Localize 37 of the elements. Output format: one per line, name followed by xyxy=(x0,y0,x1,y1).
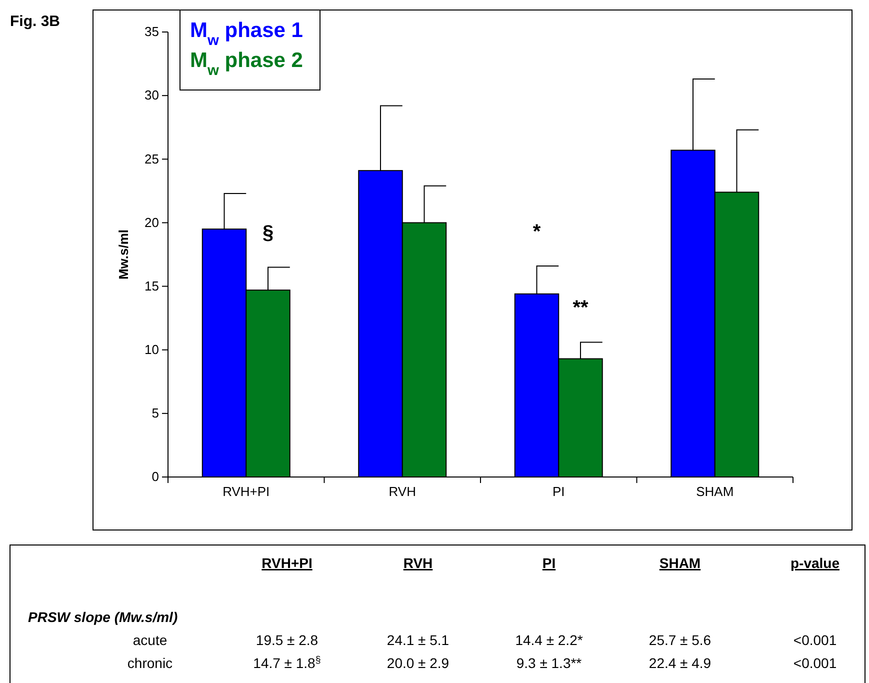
data-label: 25.7 ± 5.6 xyxy=(648,632,712,648)
category-label: SHAM xyxy=(659,555,701,571)
data-label: 14.7 ± 1.8$^{§}$ xyxy=(253,654,321,671)
data-label: 22.4 ± 4.9 xyxy=(648,655,712,671)
text: acute xyxy=(132,632,168,648)
text: PRSW slope (Mw.s/ml) xyxy=(28,609,178,625)
y-axis-title: Mw.s/ml xyxy=(116,229,131,280)
x-tick-label: RVH xyxy=(388,484,416,500)
y-tick-label: 25 xyxy=(144,151,159,166)
text: p-value xyxy=(790,555,840,571)
data-label: 24.1 ± 5.1 xyxy=(386,632,450,648)
text: <0.001 xyxy=(793,655,837,671)
text: chronic xyxy=(127,655,173,671)
data-label: 19.5 ± 2.8 xyxy=(256,632,318,648)
y-tick-label: 15 xyxy=(144,278,159,294)
y-tick-label: 20 xyxy=(144,214,159,230)
x-tick-label: SHAM xyxy=(696,484,734,500)
text: M$_{w}$ phase 1 xyxy=(190,19,304,49)
annotation: § xyxy=(262,222,274,244)
data-label: 20.0 ± 2.9 xyxy=(386,655,450,671)
y-tick-label: 35 xyxy=(144,24,159,40)
data-label: 9.3 ± 1.3** xyxy=(516,655,582,671)
text: <0.001 xyxy=(793,632,837,648)
annotation: * xyxy=(532,220,541,243)
y-tick-label: 0 xyxy=(152,469,159,484)
text: Fig. 3B xyxy=(10,13,60,30)
y-tick-label: 10 xyxy=(144,342,159,358)
x-tick-label: PI xyxy=(552,484,565,500)
x-tick-label: RVH+PI xyxy=(222,484,270,500)
category-label: PI xyxy=(542,555,556,571)
category-label: RVH xyxy=(403,555,433,571)
y-tick-label: 5 xyxy=(152,406,159,421)
y-tick-label: 30 xyxy=(144,88,159,103)
text: M$_{w}$ phase 2 xyxy=(190,49,303,79)
data-label: 14.4 ± 2.2* xyxy=(515,632,584,648)
category-label: RVH+PI xyxy=(262,555,312,571)
annotation: ** xyxy=(572,297,588,320)
